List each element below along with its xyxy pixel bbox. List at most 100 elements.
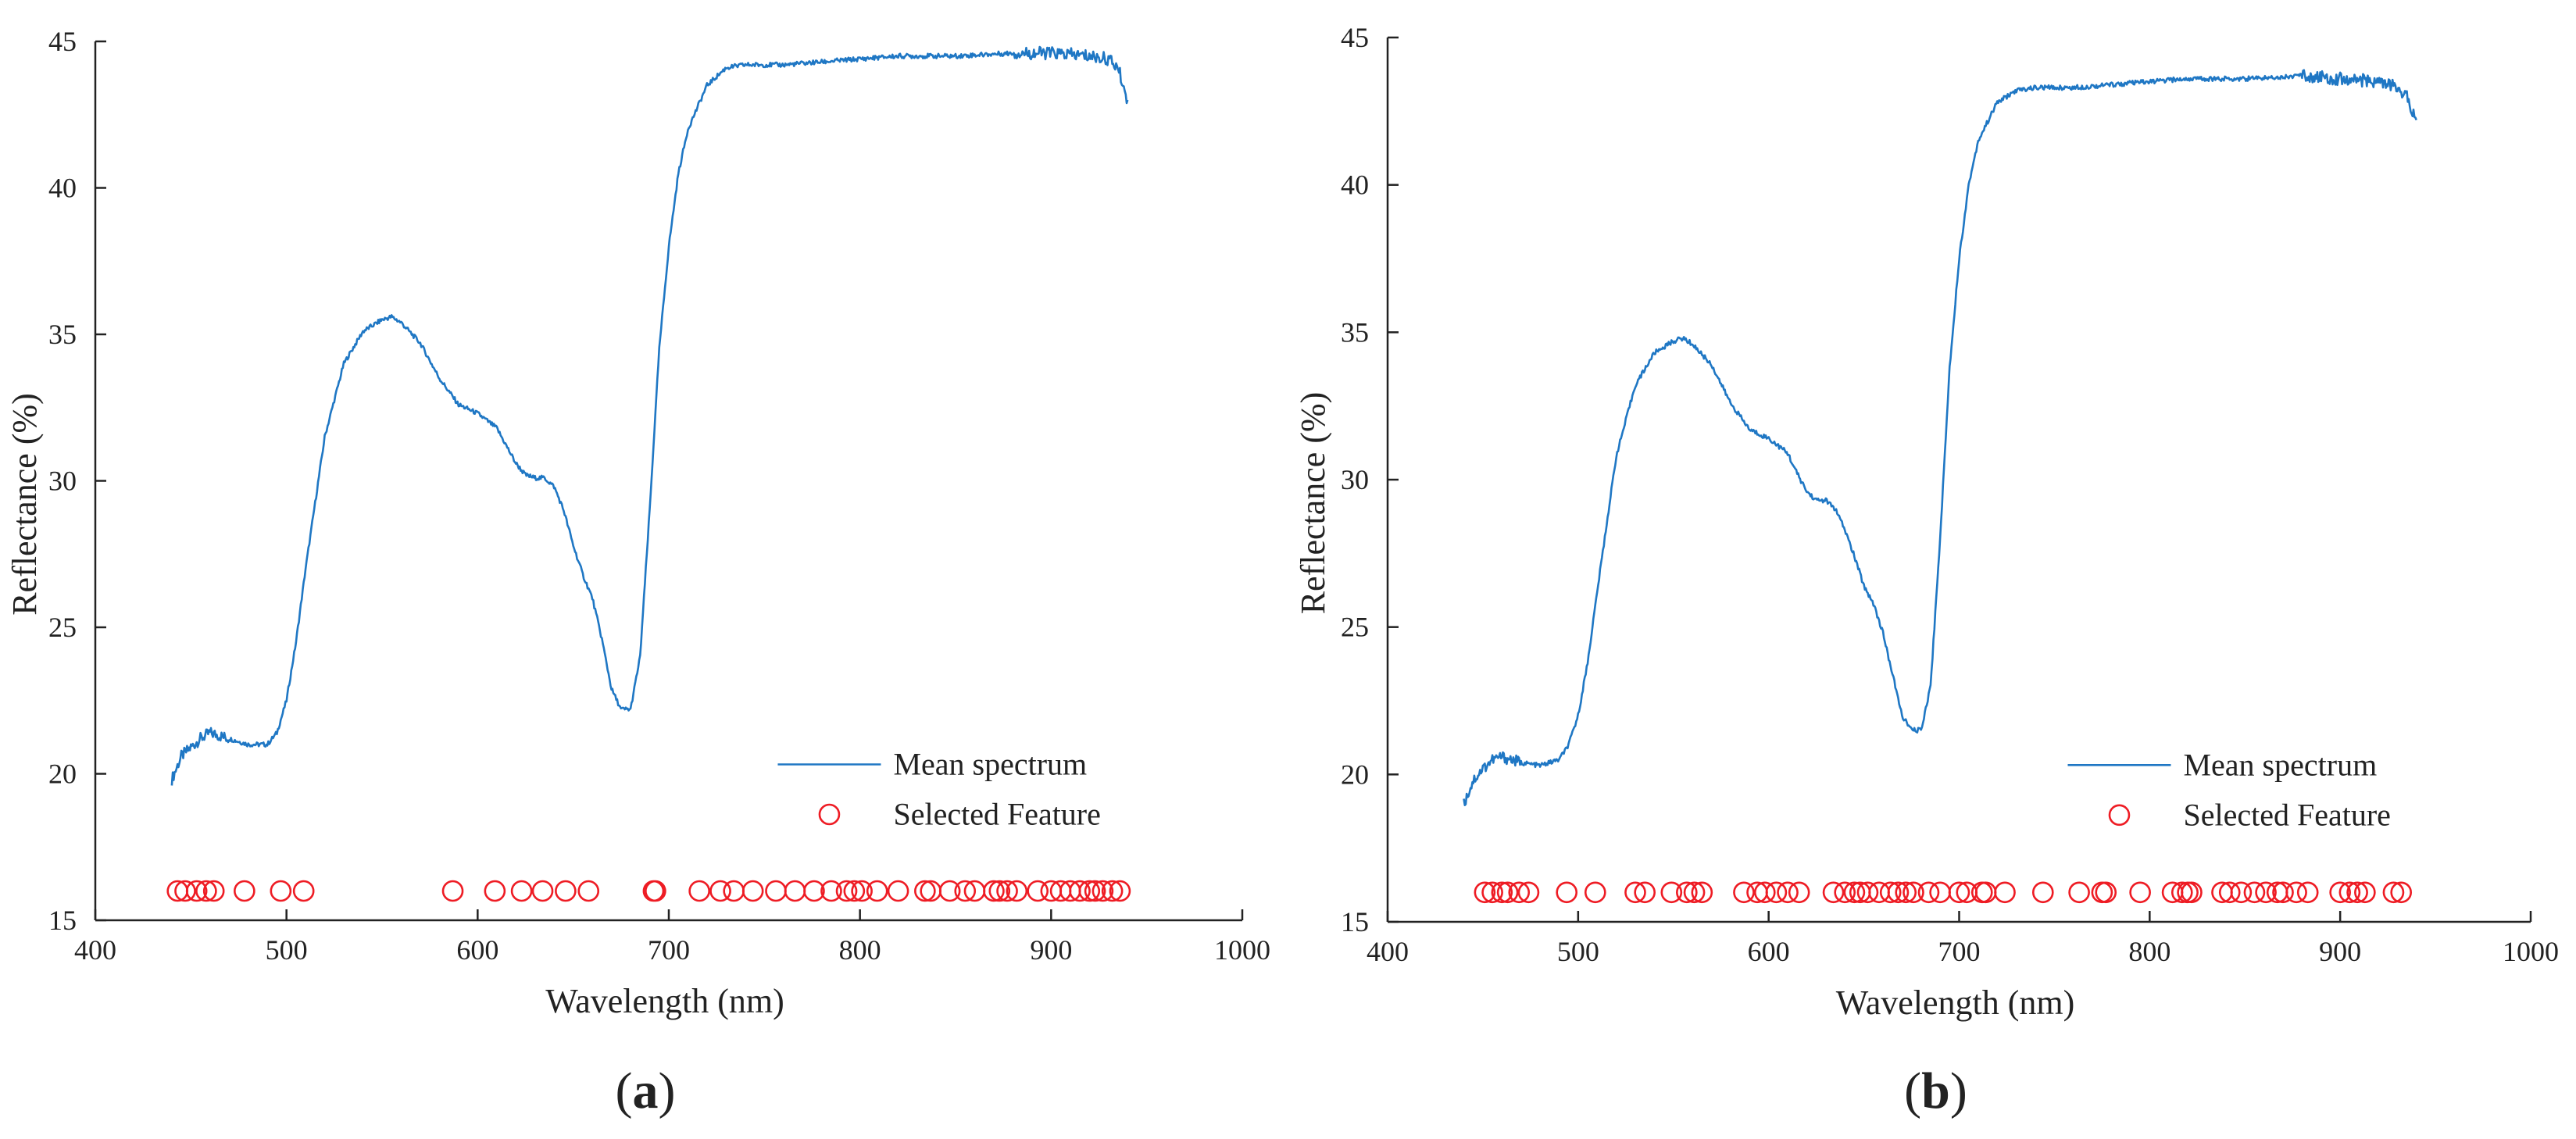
x-tick-label: 1000 — [2503, 936, 2559, 967]
legend-label-selected-feature: Selected Feature — [893, 797, 1100, 832]
x-tick-label: 400 — [74, 934, 116, 966]
selected-feature-marker — [2255, 881, 2277, 904]
selected-feature-marker — [2031, 881, 2054, 904]
selected-feature-marker — [1822, 881, 1845, 904]
selected-feature-marker — [1929, 881, 1951, 904]
selected-feature-marker — [2296, 881, 2319, 904]
selected-feature-marker — [1691, 881, 1713, 904]
x-tick-label: 700 — [1938, 936, 1981, 967]
x-tick-label: 900 — [2319, 936, 2361, 967]
x-tick-label: 900 — [1030, 934, 1072, 966]
x-tick-label: 500 — [1557, 936, 1599, 967]
selected-feature-marker — [531, 880, 554, 902]
selected-feature-marker — [2218, 881, 2241, 904]
selected-feature-marker — [843, 880, 866, 902]
mean-spectrum-line — [1463, 69, 2417, 806]
selected-feature-marker — [2068, 881, 2090, 904]
y-tick-label: 25 — [48, 612, 77, 643]
selected-feature-marker — [2329, 881, 2351, 904]
selected-feature-marker — [1474, 881, 1496, 904]
legend-marker-swatch — [818, 803, 841, 826]
selected-feature-marker — [2095, 881, 2117, 904]
y-tick-label: 35 — [1341, 316, 1369, 348]
selected-feature-marker — [2285, 881, 2307, 904]
selected-feature-marker — [983, 880, 1005, 902]
selected-feature-marker — [2181, 881, 2203, 904]
selected-feature-marker — [2338, 881, 2361, 904]
y-tick-label: 20 — [48, 759, 77, 790]
legend-label-selected-feature: Selected Feature — [2183, 797, 2390, 832]
selected-feature-marker — [1109, 880, 1131, 902]
selected-feature-marker — [1660, 881, 1683, 904]
chart-a: 400 500 600 700 800 900 1000 15 20 25 30 35 40 45 Wave… — [5, 26, 1270, 1119]
y-axis-label: Reflectance (%) — [5, 393, 44, 616]
selected-feature-marker — [803, 880, 825, 902]
chart-panel-b: 400 500 600 700 800 900 1000 15 20 25 30 35 40 45 Wave… — [1288, 0, 2576, 1139]
selected-feature-marker — [887, 880, 909, 902]
x-tick-label: 800 — [839, 934, 881, 966]
selected-feature-marker — [988, 880, 1011, 902]
selected-feature-marker — [2354, 881, 2376, 904]
selected-feature-marker — [1683, 881, 1706, 904]
selected-feature-marker — [555, 880, 577, 902]
y-tick-label: 30 — [1341, 464, 1369, 495]
selected-feature-marker — [234, 880, 255, 902]
x-tick-label: 800 — [2128, 936, 2170, 967]
selected-feature-marker — [2170, 881, 2193, 904]
selected-feature-marker — [866, 880, 888, 902]
selected-feature-marker — [954, 880, 977, 902]
selected-feature-marker — [1917, 881, 1940, 904]
selected-feature-marker — [1843, 881, 1866, 904]
selected-feature-marker — [1101, 880, 1124, 902]
y-tick-label: 20 — [1341, 759, 1369, 790]
y-tick-label: 30 — [48, 466, 77, 497]
selected-feature-marker — [1895, 881, 1917, 904]
selected-feature-marker — [2346, 881, 2368, 904]
panel-label: (a) — [616, 1062, 676, 1119]
selected-feature-marker — [1584, 881, 1606, 904]
selected-feature-marker — [1879, 881, 1902, 904]
selected-feature-marker — [1491, 881, 1513, 904]
selected-feature-marker — [292, 880, 315, 902]
legend-label-mean-spectrum: Mean spectrum — [2183, 747, 2377, 782]
selected-feature-marker — [765, 880, 787, 902]
selected-feature-marker — [195, 880, 217, 902]
y-tick-label: 40 — [1341, 170, 1369, 201]
x-tick-label: 400 — [1367, 936, 1409, 967]
x-tick-label: 1000 — [1214, 934, 1270, 966]
chart-b: 400 500 600 700 800 900 1000 15 20 25 30 35 40 45 Wave… — [1294, 22, 2559, 1119]
y-tick-label: 40 — [48, 173, 77, 204]
selected-feature-marker — [938, 880, 961, 902]
selected-feature-marker — [1834, 881, 1856, 904]
selected-feature-marker — [1496, 881, 1519, 904]
selected-feature-marker — [1788, 881, 1810, 904]
selected-feature-marker — [1006, 880, 1028, 902]
selected-feature-marker — [1027, 880, 1049, 902]
selected-feature-marker — [1868, 881, 1890, 904]
selected-feature-marker — [688, 880, 710, 902]
y-tick-label: 25 — [1341, 612, 1369, 643]
selected-feature-marker — [851, 880, 873, 902]
selected-feature-marker — [2243, 881, 2266, 904]
selected-feature-marker — [645, 880, 666, 902]
selected-feature-marker — [1948, 881, 1970, 904]
selected-feature-marker — [996, 880, 1018, 902]
selected-feature-marker — [1994, 881, 2016, 904]
selected-feature-marker — [1556, 881, 1578, 904]
selected-feature-marker — [1517, 881, 1540, 904]
selected-feature-marker — [784, 880, 806, 902]
selected-feature-marker — [1887, 881, 1910, 904]
selected-feature-marker — [2382, 881, 2405, 904]
legend-label-mean-spectrum: Mean spectrum — [893, 747, 1087, 782]
x-axis-label: Wavelength (nm) — [545, 982, 784, 1020]
selected-feature-marker — [835, 880, 858, 902]
selected-feature-marker — [1765, 881, 1788, 904]
selected-feature-marker — [202, 880, 225, 902]
selected-feature-marker — [2129, 881, 2151, 904]
selected-feature-marker — [174, 880, 196, 902]
selected-feature-marker — [441, 880, 464, 902]
selected-feature-marker — [1078, 880, 1101, 902]
selected-feature-marker — [270, 880, 292, 902]
y-tick-label: 15 — [48, 905, 77, 936]
selected-feature-marker — [1753, 881, 1776, 904]
